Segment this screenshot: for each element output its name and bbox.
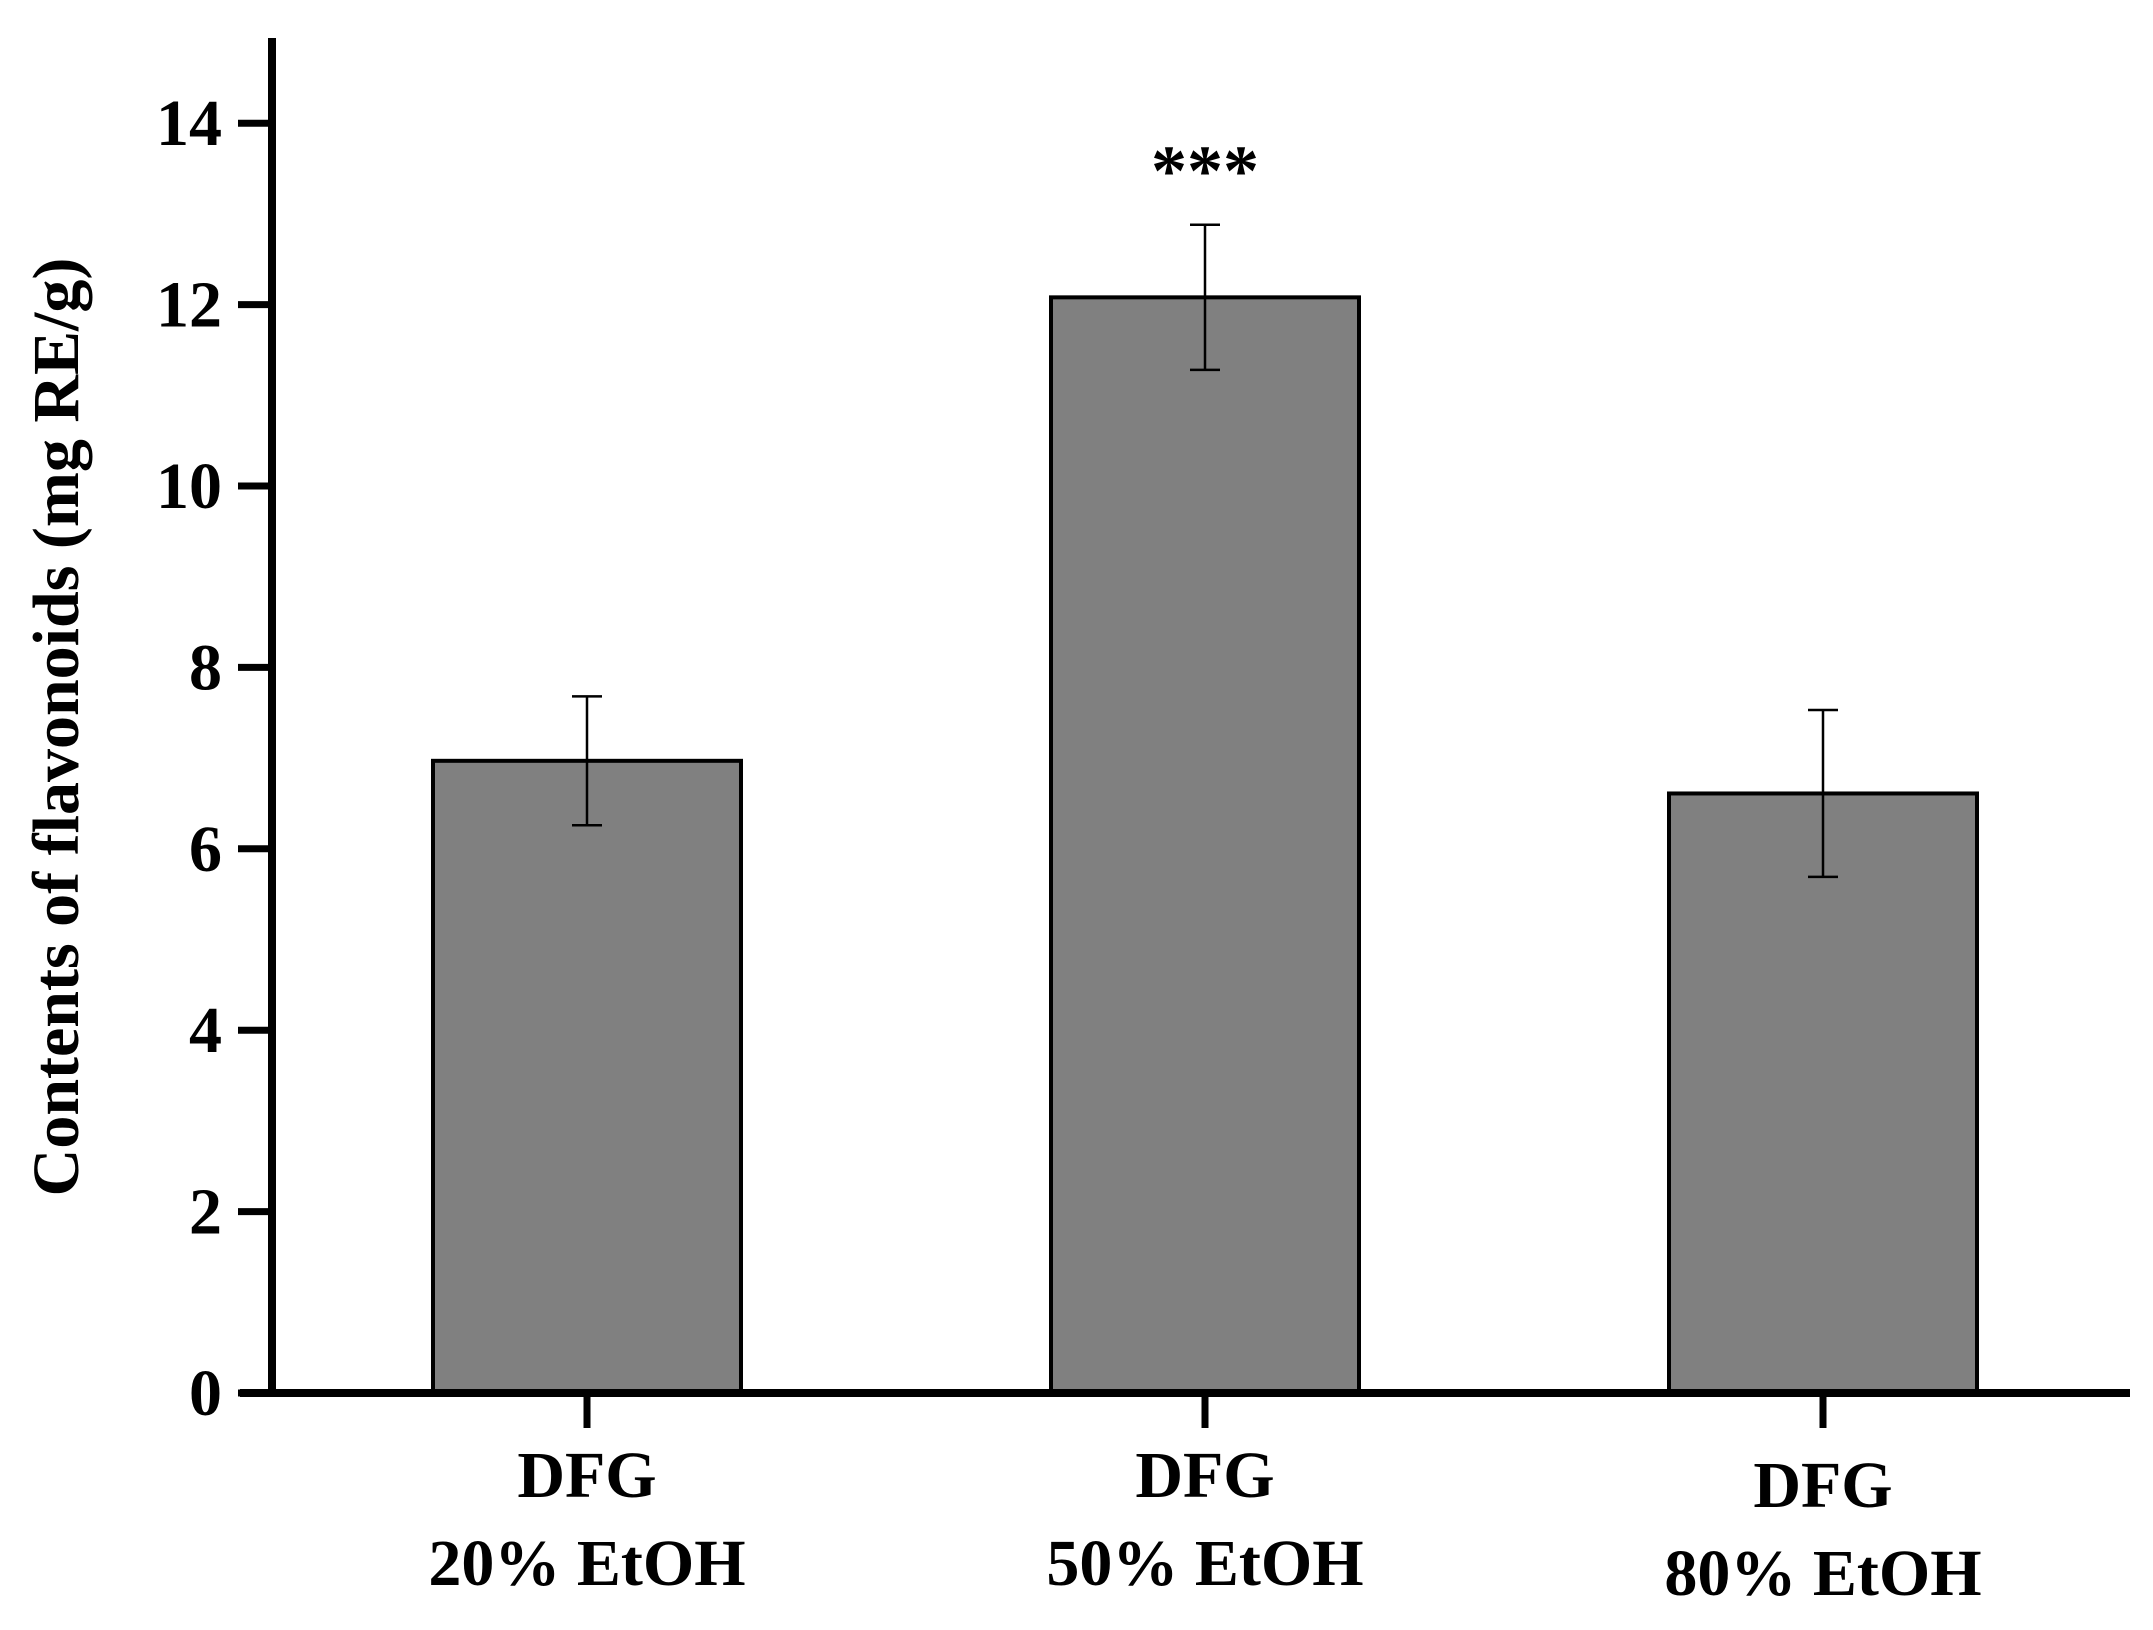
x-ticks-group: DFG 20% EtOH DFG 50% EtOH DFG 80% EtOH: [428, 1393, 1982, 1610]
y-tick-label: 4: [189, 994, 222, 1067]
y-tick-label: 8: [189, 631, 222, 704]
y-axis-title-group: Contents of flavonoids (mg RE/g): [20, 258, 93, 1197]
significance-label: ***: [1151, 131, 1259, 211]
bar: [1049, 295, 1361, 1395]
x-tick-label-line1: DFG: [1753, 1449, 1892, 1522]
y-tick-label: 2: [189, 1176, 222, 1249]
y-tick-label: 14: [156, 87, 222, 160]
x-tick-label-line2: 80% EtOH: [1664, 1537, 1981, 1610]
x-tick-label-line2: 20% EtOH: [428, 1527, 745, 1600]
error-bars-group: [572, 223, 1838, 879]
y-tick-label: 6: [189, 813, 222, 886]
x-tick-label-line1: DFG: [1135, 1439, 1274, 1512]
y-tick-label: 10: [156, 450, 222, 523]
bars-group: [431, 295, 1979, 1395]
y-tick-label: 0: [189, 1357, 222, 1430]
y-axis-title: Contents of flavonoids (mg RE/g): [20, 258, 93, 1197]
annotations-group: ***: [1151, 131, 1259, 211]
bar: [431, 758, 743, 1395]
x-tick-label-line1: DFG: [517, 1439, 656, 1512]
x-tick-label-line2: 50% EtOH: [1046, 1527, 1363, 1600]
y-ticks-group: 0 2 4 6 8 10 12 14: [156, 87, 272, 1430]
bar: [1667, 791, 1979, 1395]
y-tick-label: 12: [156, 269, 222, 342]
